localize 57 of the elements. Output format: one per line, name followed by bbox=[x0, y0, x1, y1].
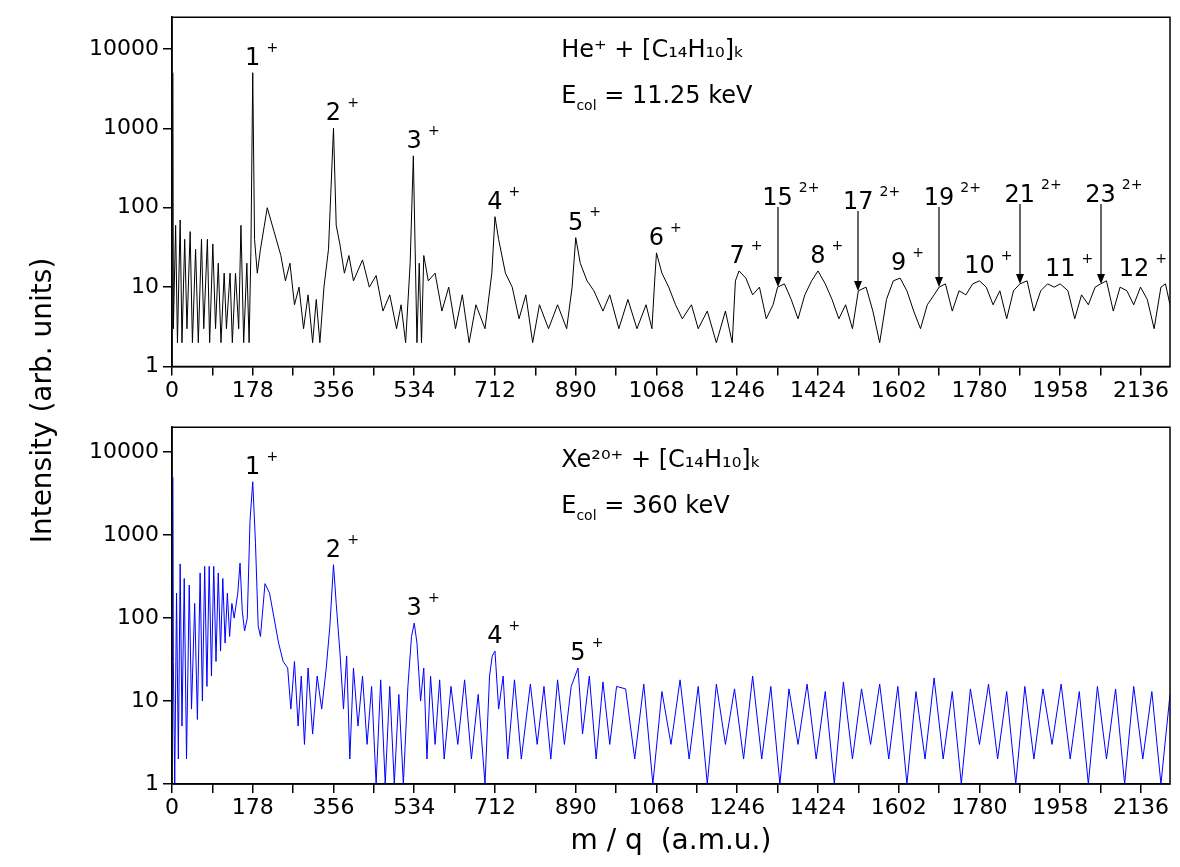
annotation: 10+ bbox=[964, 246, 1013, 279]
x-tick-label: 2136 bbox=[1112, 376, 1169, 402]
x-tick-label: 712 bbox=[473, 376, 516, 402]
y-tick-label: 1 bbox=[145, 352, 159, 378]
y-tick-label: 100 bbox=[117, 603, 159, 629]
annotation: 6+ bbox=[648, 218, 682, 251]
x-tick-label: 712 bbox=[473, 793, 516, 819]
annotation: 1+ bbox=[245, 38, 279, 71]
annotation: 2+ bbox=[325, 530, 359, 563]
x-tick-label: 1958 bbox=[1032, 793, 1089, 819]
annotation: 12+ bbox=[1118, 249, 1167, 282]
x-tick-label: 356 bbox=[312, 793, 355, 819]
x-tick-label: 2136 bbox=[1112, 793, 1169, 819]
x-axis-title: m / q (a.m.u.) bbox=[570, 823, 772, 857]
x-tick-label: 1068 bbox=[628, 376, 685, 402]
y-tick-label: 10000 bbox=[89, 34, 159, 60]
x-tick-label: 1602 bbox=[870, 793, 927, 819]
annotation: 3+ bbox=[406, 121, 440, 154]
x-tick-label: 1602 bbox=[870, 376, 927, 402]
x-tick-label: 1246 bbox=[709, 376, 766, 402]
x-tick-label: 890 bbox=[554, 793, 597, 819]
x-tick-label: 1780 bbox=[951, 376, 1008, 402]
y-tick-label: 10000 bbox=[89, 437, 159, 463]
x-tick-label: 1424 bbox=[789, 793, 846, 819]
y-axis-title: Intensity (arb. units) bbox=[25, 257, 59, 543]
y-tick-label: 1000 bbox=[103, 113, 159, 139]
x-tick-label: 1246 bbox=[709, 793, 766, 819]
y-tick-label: 10 bbox=[131, 686, 159, 712]
x-tick-label: 1958 bbox=[1032, 376, 1089, 402]
x-tick-label: 1780 bbox=[951, 793, 1008, 819]
annotation: 7+ bbox=[729, 236, 763, 269]
y-tick-label: 1 bbox=[145, 769, 159, 795]
x-tick-label: 178 bbox=[231, 376, 274, 402]
y-tick-label: 100 bbox=[117, 193, 159, 219]
annotation: 8+ bbox=[810, 236, 844, 269]
x-tick-label: 0 bbox=[165, 376, 179, 402]
annotation: 11+ bbox=[1044, 249, 1094, 282]
x-tick-label: 534 bbox=[393, 793, 436, 819]
annotation: 1+ bbox=[245, 447, 279, 480]
x-tick-label: 356 bbox=[312, 376, 355, 402]
annotation: 4+ bbox=[487, 182, 521, 215]
x-tick-label: 1068 bbox=[628, 793, 685, 819]
annotation: He⁺ + [C₁₄H₁₀]ₖ bbox=[561, 35, 745, 64]
annotation: 2+ bbox=[325, 94, 359, 127]
annotation: 5+ bbox=[570, 633, 604, 667]
y-tick-label: 10 bbox=[131, 272, 159, 298]
annotation: 5+ bbox=[568, 203, 602, 236]
x-tick-label: 0 bbox=[165, 793, 179, 819]
annotation: 9+ bbox=[891, 243, 925, 277]
annotation: Xe²⁰⁺ + [C₁₄H₁₀]ₖ bbox=[561, 445, 761, 474]
annotation: 3+ bbox=[406, 588, 440, 622]
y-tick-label: 1000 bbox=[103, 520, 159, 546]
x-tick-label: 534 bbox=[393, 376, 436, 402]
x-tick-label: 1424 bbox=[789, 376, 846, 402]
x-tick-label: 890 bbox=[554, 376, 597, 402]
x-tick-label: 178 bbox=[231, 793, 274, 819]
annotation: 4+ bbox=[487, 616, 521, 650]
